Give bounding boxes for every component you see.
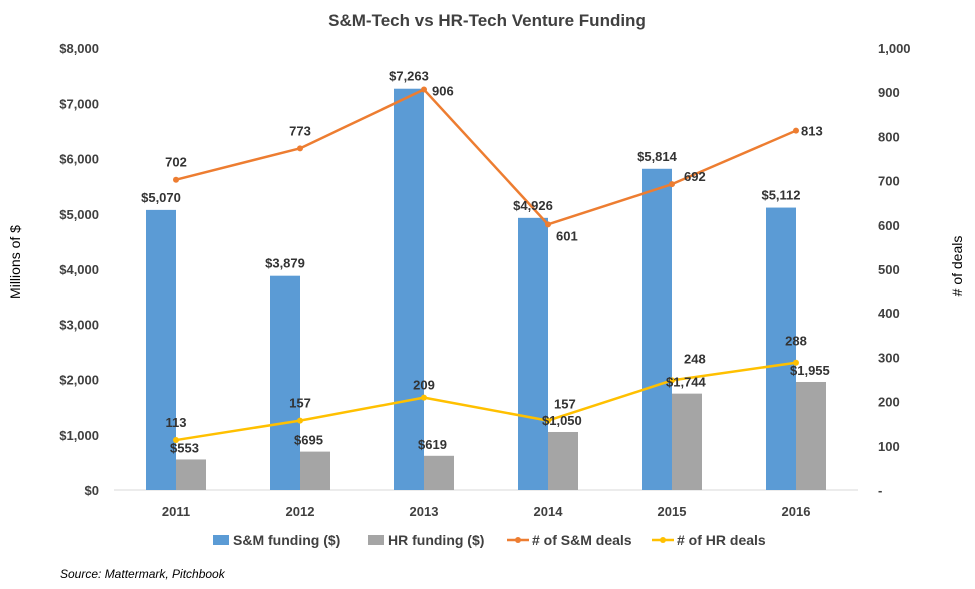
hr-funding-bar bbox=[796, 381, 826, 490]
y-tick-label: $0 bbox=[85, 483, 99, 498]
bars bbox=[146, 88, 826, 491]
x-tick-label: 2015 bbox=[658, 504, 687, 519]
sm-deals-legend-marker bbox=[515, 537, 521, 543]
sm-funding-bar bbox=[518, 217, 548, 490]
hr-deals-label: 157 bbox=[554, 397, 576, 412]
sm-funding-bar bbox=[270, 275, 300, 490]
y2-tick-label: 400 bbox=[878, 306, 900, 321]
hr-funding-label: $619 bbox=[418, 437, 447, 452]
sm-deals-marker bbox=[421, 86, 427, 93]
y2-tick-label: 100 bbox=[878, 439, 900, 454]
y2-tick-label: 300 bbox=[878, 350, 900, 365]
y-tick-label: $2,000 bbox=[59, 373, 99, 388]
hr-deals-marker bbox=[173, 437, 179, 444]
y-tick-label: $5,000 bbox=[59, 207, 99, 222]
sm-deals-marker bbox=[793, 127, 799, 134]
y-axis-title: Millions of $ bbox=[7, 225, 23, 299]
x-tick-label: 2011 bbox=[162, 504, 190, 519]
sm-funding-bar bbox=[394, 88, 424, 491]
hr-deals-legend-label: # of HR deals bbox=[677, 532, 766, 548]
y-tick-label: $4,000 bbox=[59, 262, 99, 277]
sm-deals-marker bbox=[545, 221, 551, 228]
sm-deals-legend-label: # of S&M deals bbox=[532, 532, 632, 548]
hr-funding-bar bbox=[300, 451, 330, 490]
hr-deals-marker bbox=[545, 417, 551, 424]
y2-tick-label: 200 bbox=[878, 395, 900, 410]
source-note: Source: Mattermark, Pitchbook bbox=[60, 567, 226, 581]
sm-deals-marker bbox=[173, 176, 179, 183]
hr-funding-bar bbox=[424, 455, 454, 490]
hr-funding-label: $1,955 bbox=[790, 363, 830, 378]
hr-funding-label: $553 bbox=[170, 440, 199, 455]
y2-tick-label: 800 bbox=[878, 129, 900, 144]
hr-deals-legend-marker bbox=[660, 537, 666, 543]
hr-deals-line bbox=[175, 361, 797, 442]
sm-deals-label: 601 bbox=[556, 228, 578, 243]
hr-deals-marker bbox=[421, 394, 427, 401]
y-tick-label: $6,000 bbox=[59, 152, 99, 167]
x-tick-label: 2013 bbox=[410, 504, 439, 519]
sm-funding-bar bbox=[766, 207, 796, 490]
y2-axis-title: # of deals bbox=[949, 236, 965, 297]
hr-funding-bar bbox=[672, 393, 702, 490]
sm-funding-label: $4,926 bbox=[513, 198, 553, 213]
sm-deals-label: 773 bbox=[289, 123, 311, 138]
hr-funding-label: $1,744 bbox=[666, 375, 707, 390]
hr-deals-label: 113 bbox=[166, 415, 187, 430]
sm-funding-legend-label: S&M funding ($) bbox=[233, 532, 340, 548]
y-tick-label: $3,000 bbox=[59, 317, 99, 332]
hr-funding-bar bbox=[548, 431, 578, 490]
hr-deals-label: 248 bbox=[684, 351, 706, 366]
hr-funding-legend-swatch bbox=[368, 535, 384, 545]
y2-tick-label: 600 bbox=[878, 218, 900, 233]
sm-deals-label: 813 bbox=[801, 124, 823, 139]
lines bbox=[173, 86, 799, 444]
sm-funding-label: $5,070 bbox=[141, 190, 181, 205]
chart-title: S&M-Tech vs HR-Tech Venture Funding bbox=[328, 11, 646, 30]
sm-funding-label: $7,263 bbox=[389, 69, 429, 84]
sm-deals-label: 702 bbox=[165, 155, 187, 170]
y2-tick-label: 700 bbox=[878, 174, 900, 189]
left-axis-ticks: $0 $1,000 $2,000 $3,000 $4,000 $5,000 $6,000 $7… bbox=[59, 41, 99, 498]
hr-deals-marker bbox=[793, 359, 799, 366]
y2-tick-label: 1,000 bbox=[878, 41, 911, 56]
hr-deals-marker bbox=[669, 377, 675, 384]
hr-funding-bar bbox=[176, 459, 206, 490]
sm-deals-line bbox=[175, 88, 797, 226]
sm-funding-label: $3,879 bbox=[265, 256, 305, 271]
sm-funding-bar bbox=[642, 168, 672, 491]
sm-funding-bar bbox=[146, 209, 176, 490]
hr-deals-marker bbox=[297, 417, 303, 424]
data-labels: $5,070 $553 $3,879 $695 $7,263 $619 $4,926 $1,0… bbox=[141, 69, 830, 456]
x-tick-label: 2016 bbox=[782, 504, 811, 519]
x-tick-label: 2012 bbox=[286, 504, 315, 519]
legend: S&M funding ($) HR funding ($) # of S&M de… bbox=[213, 532, 766, 548]
sm-funding-label: $5,112 bbox=[761, 188, 800, 203]
hr-deals-label: 209 bbox=[413, 378, 435, 393]
hr-deals-label: 157 bbox=[289, 396, 311, 411]
sm-deals-label: 906 bbox=[432, 84, 454, 99]
y2-tick-label: - bbox=[878, 483, 882, 498]
y-tick-label: $8,000 bbox=[59, 41, 99, 56]
y2-tick-label: 500 bbox=[878, 262, 900, 277]
y2-tick-label: 900 bbox=[878, 85, 900, 100]
hr-funding-label: $1,050 bbox=[542, 413, 582, 428]
sm-funding-legend-swatch bbox=[213, 535, 229, 545]
x-tick-label: 2014 bbox=[534, 504, 564, 519]
hr-deals-label: 288 bbox=[785, 334, 807, 349]
sm-funding-label: $5,814 bbox=[637, 149, 678, 164]
sm-deals-marker bbox=[669, 181, 675, 188]
hr-funding-legend-label: HR funding ($) bbox=[388, 532, 484, 548]
sm-deals-label: 692 bbox=[684, 169, 706, 184]
sm-deals-marker bbox=[297, 145, 303, 152]
y-tick-label: $7,000 bbox=[59, 96, 99, 111]
right-axis-ticks: - 100 200 300 400 500 600 700 800 900 1,000 bbox=[878, 41, 911, 498]
hr-funding-label: $695 bbox=[294, 433, 323, 448]
y-tick-label: $1,000 bbox=[59, 428, 99, 443]
x-axis-ticks: 2011 2012 2013 2014 2015 2016 bbox=[162, 504, 811, 519]
